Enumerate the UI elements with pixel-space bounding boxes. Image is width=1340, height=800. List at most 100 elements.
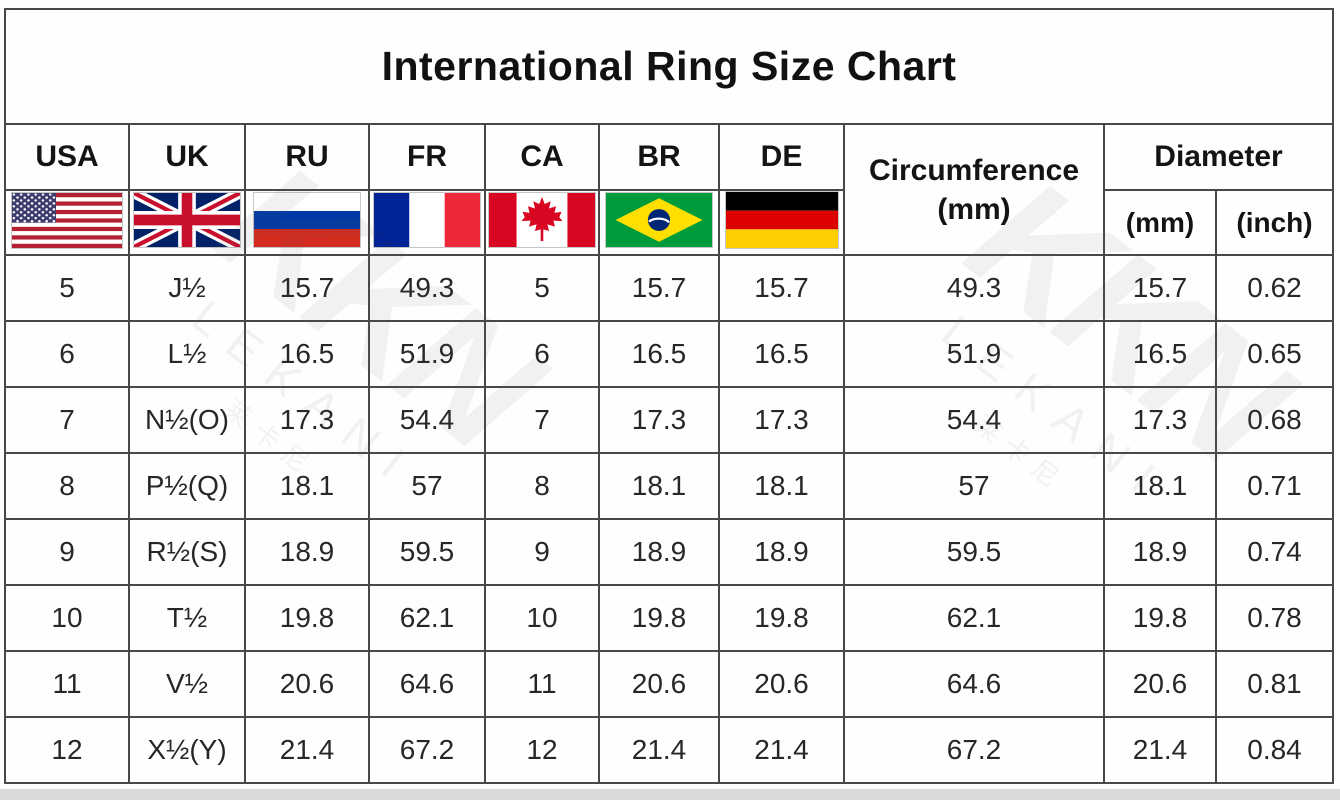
circumference-label-line1: Circumference [868, 153, 1080, 187]
header-diameter-inch: (inch) [1214, 189, 1335, 256]
cell: 21.4 [1103, 716, 1217, 784]
flag-cell-br [598, 189, 720, 256]
cell: 0.68 [1214, 386, 1335, 454]
cell: 59.5 [843, 518, 1105, 586]
cell: 0.81 [1214, 650, 1335, 718]
cell: 20.6 [718, 650, 845, 718]
cell: J½ [128, 254, 246, 322]
brazil-flag-icon [606, 193, 712, 247]
cell: 20.6 [598, 650, 720, 718]
cell: R½(S) [128, 518, 246, 586]
cell: 15.7 [244, 254, 370, 322]
cell: 16.5 [718, 320, 845, 388]
cell: X½(Y) [128, 716, 246, 784]
flag-cell-ru [244, 189, 370, 256]
circumference-label-line2: (mm) [937, 192, 1011, 226]
cell: 12 [484, 716, 600, 784]
cell: 18.1 [718, 452, 845, 520]
cell: 18.1 [244, 452, 370, 520]
country-code-row: USA UK RU FR CA BR DE Circumference (mm)… [4, 123, 1335, 256]
cell: 15.7 [1103, 254, 1217, 322]
cell: 19.8 [598, 584, 720, 652]
table-row: 9 R½(S) 18.9 59.5 9 18.9 18.9 59.5 18.9 … [4, 518, 1335, 586]
cell: 21.4 [718, 716, 845, 784]
cell: 7 [4, 386, 130, 454]
cell: 19.8 [1103, 584, 1217, 652]
header-de: DE [718, 123, 845, 191]
cell: 7 [484, 386, 600, 454]
table-row: 6 L½ 16.5 51.9 6 16.5 16.5 51.9 16.5 0.6… [4, 320, 1335, 388]
header-circumference: Circumference (mm) [843, 123, 1105, 256]
cell: 18.1 [598, 452, 720, 520]
cell: N½(O) [128, 386, 246, 454]
cell: 9 [4, 518, 130, 586]
header-diameter: Diameter [1102, 123, 1335, 191]
cell: P½(Q) [128, 452, 246, 520]
cell: 0.84 [1214, 716, 1335, 784]
flag-cell-fr [368, 189, 486, 256]
cell: 17.3 [244, 386, 370, 454]
cell: 62.1 [368, 584, 486, 652]
table-row: 8 P½(Q) 18.1 57 8 18.1 18.1 57 18.1 0.71 [4, 452, 1335, 520]
cell: 49.3 [843, 254, 1105, 322]
header-ca: CA [484, 123, 600, 191]
page-title: International Ring Size Chart [3, 8, 1335, 125]
flag-cell-ca [484, 189, 600, 256]
cell: 17.3 [718, 386, 845, 454]
cell: 11 [484, 650, 600, 718]
cell: 21.4 [244, 716, 370, 784]
header-ru: RU [244, 123, 370, 191]
cell: 20.6 [244, 650, 370, 718]
cell: 16.5 [1103, 320, 1217, 388]
cell: 20.6 [1103, 650, 1217, 718]
header-diameter-mm: (mm) [1103, 189, 1217, 256]
cell: 6 [484, 320, 600, 388]
table-row: 7 N½(O) 17.3 54.4 7 17.3 17.3 54.4 17.3 … [4, 386, 1335, 454]
cell: 15.7 [718, 254, 845, 322]
flag-cell-usa [4, 189, 130, 256]
usa-flag-icon [12, 192, 122, 248]
cell: 0.78 [1214, 584, 1335, 652]
cell: 16.5 [598, 320, 720, 388]
cell: 17.3 [598, 386, 720, 454]
header-usa: USA [4, 123, 130, 191]
cell: 15.7 [598, 254, 720, 322]
canada-flag-icon [489, 193, 595, 247]
cell: 17.3 [1103, 386, 1217, 454]
cell: 59.5 [368, 518, 486, 586]
cell: 18.9 [718, 518, 845, 586]
cell: 5 [4, 254, 130, 322]
cell: 54.4 [843, 386, 1105, 454]
germany-flag-icon [725, 192, 838, 248]
cell: 54.4 [368, 386, 486, 454]
table-row: 5 J½ 15.7 49.3 5 15.7 15.7 49.3 15.7 0.6… [4, 254, 1335, 322]
cell: 67.2 [843, 716, 1105, 784]
cell: T½ [128, 584, 246, 652]
cell: 12 [4, 716, 130, 784]
header-fr: FR [368, 123, 486, 191]
cell: 51.9 [843, 320, 1105, 388]
cell: 0.71 [1214, 452, 1335, 520]
cell: 19.8 [244, 584, 370, 652]
cell: 21.4 [598, 716, 720, 784]
france-flag-icon [374, 193, 480, 247]
cell: 0.74 [1214, 518, 1335, 586]
uk-flag-icon [134, 193, 240, 247]
cell: 57 [843, 452, 1105, 520]
cell: 67.2 [368, 716, 486, 784]
header-uk: UK [128, 123, 246, 191]
cell: 18.1 [1103, 452, 1217, 520]
ring-size-table: International Ring Size Chart USA UK RU … [3, 8, 1335, 784]
cell: V½ [128, 650, 246, 718]
table-row: 10 T½ 19.8 62.1 10 19.8 19.8 62.1 19.8 0… [4, 584, 1335, 652]
cell: 5 [484, 254, 600, 322]
flag-cell-de [718, 189, 845, 256]
cell: 0.65 [1214, 320, 1335, 388]
russia-flag-icon [254, 193, 360, 247]
cell: 8 [484, 452, 600, 520]
cell: 6 [4, 320, 130, 388]
cell: 64.6 [368, 650, 486, 718]
cell: 57 [368, 452, 486, 520]
cell: 0.62 [1214, 254, 1335, 322]
